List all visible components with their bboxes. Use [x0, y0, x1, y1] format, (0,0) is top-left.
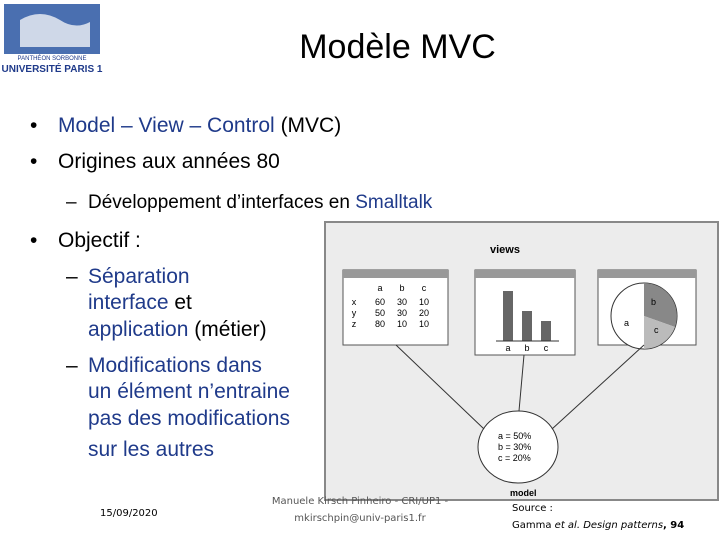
text: application	[88, 318, 189, 341]
title-bar	[475, 270, 575, 278]
text: pas des modifications	[88, 407, 290, 430]
table-cell: 10	[419, 297, 429, 307]
bar-label: c	[544, 343, 549, 353]
bullet: •	[30, 150, 38, 173]
pie-slice	[644, 283, 677, 327]
model-label: model	[510, 488, 537, 498]
text: Design patterns	[580, 520, 664, 531]
table-cell: 10	[397, 319, 407, 329]
date: 15/09/2020	[100, 508, 158, 519]
logo-bottom: UNIVERSITÉ PARIS 1	[2, 62, 103, 75]
text: Développement d’interfaces en	[88, 192, 356, 213]
pie-label: b	[651, 297, 656, 307]
table-cell: 30	[397, 308, 407, 318]
table-cell: 60	[375, 297, 385, 307]
mvc-figure: views model a b cx 60 30 10y 50 30 20z 80 10 10a b ca…	[324, 221, 719, 501]
bullet-text: application (métier)	[88, 318, 267, 342]
arrow	[518, 354, 525, 412]
text: , 94	[663, 520, 685, 531]
views-label: views	[490, 244, 520, 256]
text: Model – View – Control	[58, 114, 275, 137]
source: Gamma et al. Design patterns, 94	[512, 520, 684, 531]
table-cell: 20	[419, 308, 429, 318]
text: Gamma	[512, 520, 552, 531]
pie-label: a	[624, 318, 629, 328]
author: mkirschpin@univ-paris1.fr	[294, 513, 426, 524]
bullet-text: interface et	[88, 291, 192, 315]
text: Modifications dans	[88, 354, 262, 377]
text: et al.	[551, 520, 581, 531]
bullet: •	[30, 114, 38, 137]
model-line: c = 20%	[498, 453, 531, 463]
title-bar	[343, 270, 448, 278]
table-cell: y	[352, 308, 357, 318]
dash: –	[66, 354, 78, 377]
dash: –	[66, 265, 78, 288]
bullet-text: Origines aux années 80	[58, 150, 280, 173]
bullet: •	[30, 229, 38, 252]
author: Manuele Kirsch Pinheiro - CRI/UP1 -	[271, 496, 449, 507]
pie-label: c	[654, 325, 659, 335]
bar	[522, 311, 532, 341]
text: un élément n’entraine	[88, 380, 290, 403]
source: Source :	[512, 503, 553, 514]
dash: –	[66, 192, 77, 213]
bar	[503, 291, 513, 341]
table-cell: 50	[375, 308, 385, 318]
bullet-text: Développement d’interfaces en Smalltalk	[88, 192, 432, 214]
title: Modèle MVC	[299, 28, 496, 66]
model-line: a = 50%	[498, 431, 531, 441]
text: Smalltalk	[355, 192, 433, 213]
logo: PANTHÉON SORBONNE UNIVERSITÉ PARIS 1	[2, 4, 103, 75]
table-cell: 10	[419, 319, 429, 329]
text: sur les autres	[88, 438, 215, 461]
title-bar	[598, 270, 696, 278]
arrow	[551, 344, 645, 430]
logo-top: PANTHÉON SORBONNE	[18, 55, 87, 62]
text: Séparation	[88, 265, 190, 288]
pie-slice	[644, 316, 675, 349]
table-header: a	[377, 283, 382, 293]
bar-label: b	[524, 343, 529, 353]
bullet-text: Model – View – Control (MVC)	[58, 114, 341, 138]
text: et	[168, 291, 192, 314]
table-cell: z	[352, 319, 357, 329]
table-window	[342, 269, 449, 346]
bullet-text: Objectif :	[58, 229, 141, 252]
text: interface	[88, 291, 169, 314]
arrow	[395, 344, 485, 430]
table-cell: 80	[375, 319, 385, 329]
bar-label: a	[505, 343, 510, 353]
table-cell: 30	[397, 297, 407, 307]
table-cell: x	[352, 297, 357, 307]
model-line: b = 30%	[498, 442, 531, 452]
bar	[541, 321, 551, 341]
text: (métier)	[188, 318, 267, 341]
table-header: c	[422, 283, 427, 293]
text: (MVC)	[274, 114, 342, 137]
model-ellipse	[477, 410, 559, 484]
table-header: b	[399, 283, 404, 293]
logo-shape	[20, 14, 90, 47]
